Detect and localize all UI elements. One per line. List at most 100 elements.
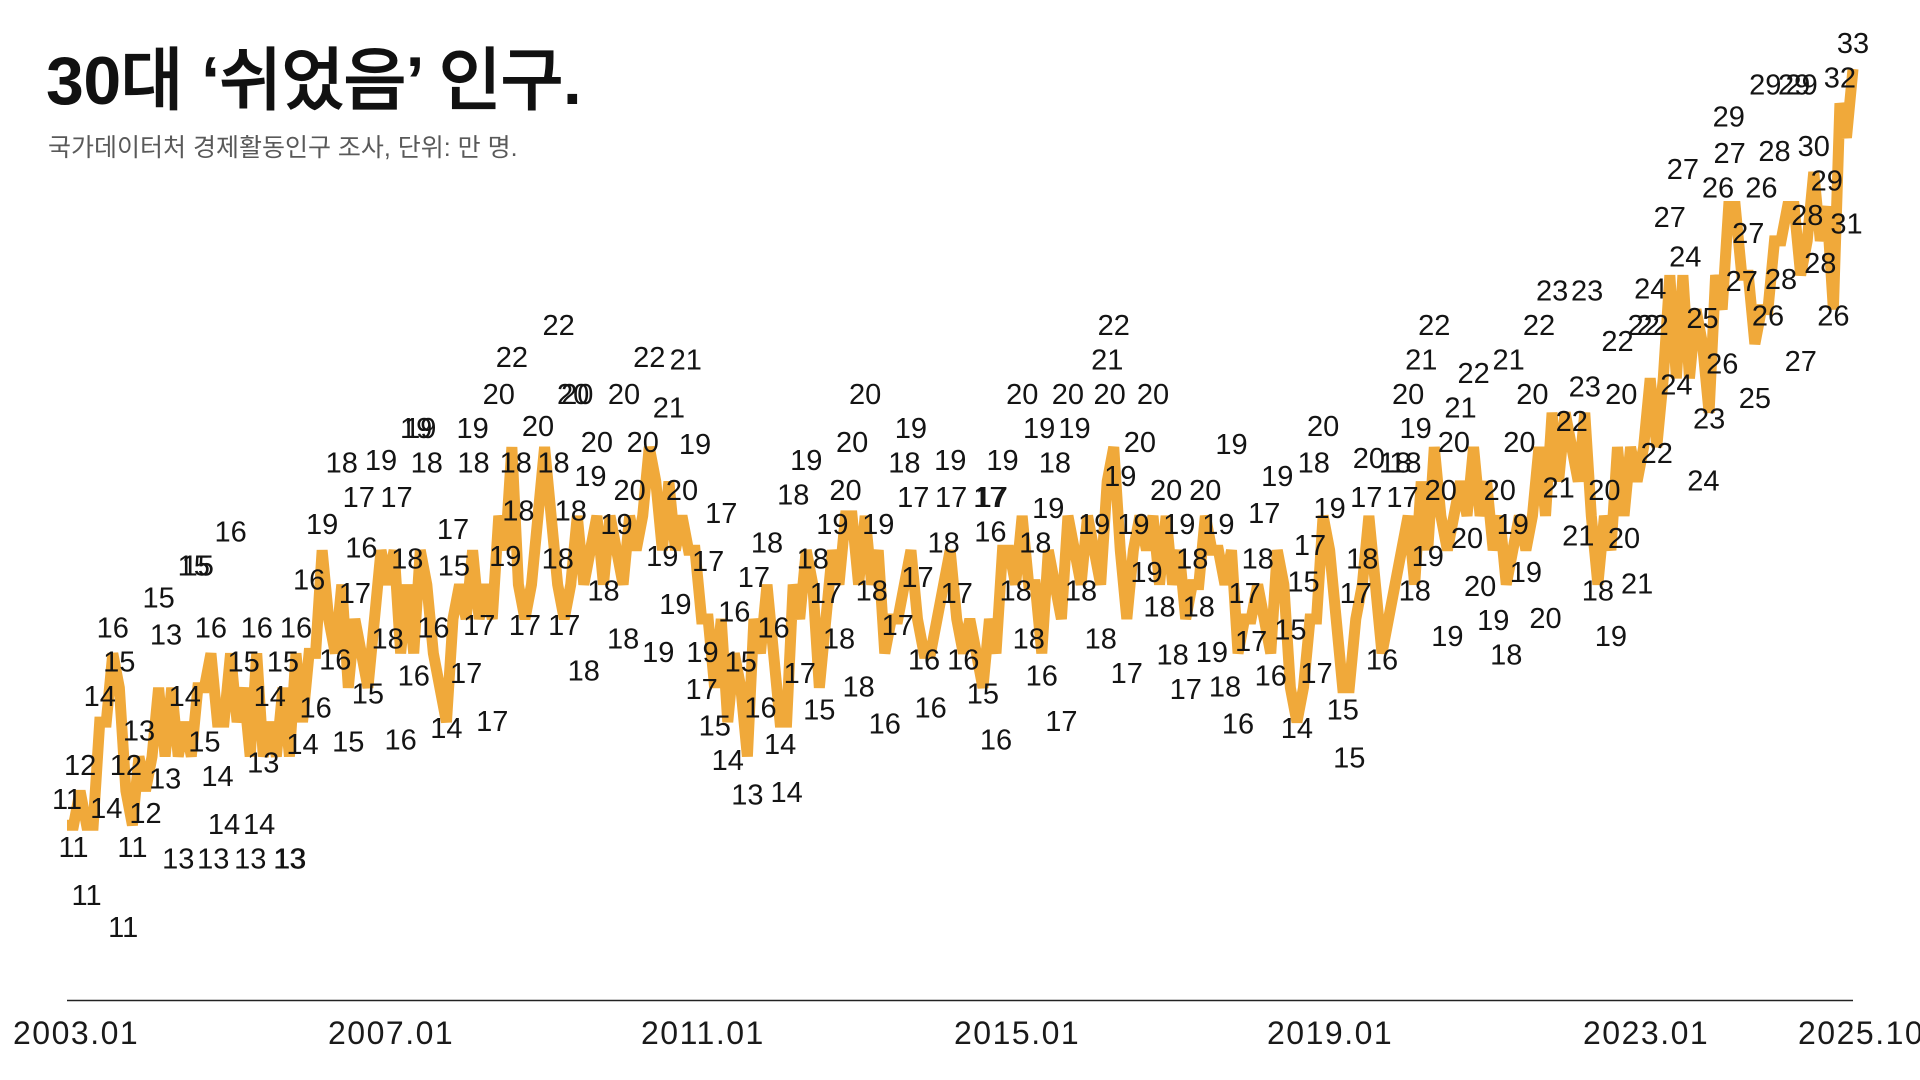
- svg-text:20: 20: [627, 427, 659, 459]
- svg-text:18: 18: [1019, 528, 1051, 560]
- svg-text:11: 11: [72, 880, 102, 912]
- svg-text:26: 26: [1817, 301, 1849, 333]
- svg-text:21: 21: [670, 345, 702, 377]
- svg-text:26: 26: [1702, 173, 1734, 205]
- svg-text:18: 18: [1242, 544, 1274, 576]
- svg-text:17: 17: [935, 482, 967, 514]
- svg-text:18: 18: [888, 448, 920, 480]
- svg-text:22: 22: [1457, 358, 1489, 390]
- svg-text:22: 22: [633, 342, 665, 374]
- svg-text:14: 14: [764, 729, 796, 761]
- svg-text:28: 28: [1758, 136, 1790, 168]
- svg-text:14: 14: [1281, 713, 1313, 745]
- svg-text:2007.01: 2007.01: [328, 1015, 454, 1051]
- svg-text:22: 22: [1641, 438, 1673, 470]
- svg-text:27: 27: [1654, 202, 1686, 234]
- svg-text:27: 27: [1732, 218, 1764, 250]
- svg-text:20: 20: [666, 475, 698, 507]
- svg-text:19: 19: [1431, 621, 1463, 653]
- svg-text:16: 16: [319, 644, 351, 676]
- svg-text:15: 15: [142, 583, 174, 615]
- svg-text:18: 18: [1176, 544, 1208, 576]
- svg-text:17: 17: [1350, 482, 1382, 514]
- svg-text:16: 16: [280, 612, 312, 644]
- svg-text:18: 18: [856, 576, 888, 608]
- svg-text:17: 17: [509, 610, 541, 642]
- svg-text:13: 13: [197, 844, 229, 876]
- svg-text:16: 16: [97, 612, 129, 644]
- svg-text:29: 29: [1749, 69, 1781, 101]
- svg-text:19: 19: [790, 445, 822, 477]
- svg-text:17: 17: [738, 562, 770, 594]
- svg-text:16: 16: [345, 532, 377, 564]
- svg-text:19: 19: [686, 637, 718, 669]
- svg-text:11: 11: [117, 832, 147, 864]
- svg-text:19: 19: [1313, 493, 1345, 525]
- svg-text:18: 18: [555, 496, 587, 528]
- svg-text:12: 12: [129, 798, 161, 830]
- svg-text:20: 20: [1006, 379, 1038, 411]
- svg-text:24: 24: [1660, 369, 1692, 401]
- svg-text:31: 31: [1830, 209, 1862, 241]
- svg-text:16: 16: [1366, 644, 1398, 676]
- svg-text:18: 18: [542, 544, 574, 576]
- svg-text:21: 21: [1492, 345, 1524, 377]
- svg-text:16: 16: [914, 692, 946, 724]
- svg-text:20: 20: [1529, 603, 1561, 635]
- svg-text:13: 13: [149, 764, 181, 796]
- svg-text:13: 13: [731, 780, 763, 812]
- svg-text:18: 18: [823, 624, 855, 656]
- svg-text:23: 23: [1571, 276, 1603, 308]
- svg-text:18: 18: [371, 624, 403, 656]
- svg-text:17: 17: [463, 610, 495, 642]
- svg-text:17: 17: [705, 498, 737, 530]
- svg-text:22: 22: [1523, 310, 1555, 342]
- svg-text:18: 18: [411, 448, 443, 480]
- svg-text:20: 20: [1189, 475, 1221, 507]
- svg-text:17: 17: [343, 482, 375, 514]
- svg-text:17: 17: [1340, 578, 1372, 610]
- svg-text:33: 33: [1837, 28, 1869, 60]
- svg-text:18: 18: [1039, 448, 1071, 480]
- svg-text:21: 21: [1542, 473, 1574, 505]
- svg-text:18: 18: [1379, 448, 1411, 480]
- svg-text:14: 14: [201, 761, 233, 793]
- svg-text:27: 27: [1667, 154, 1699, 186]
- svg-text:15: 15: [438, 551, 470, 583]
- svg-text:18: 18: [1143, 592, 1175, 624]
- svg-text:19: 19: [1104, 461, 1136, 493]
- svg-text:18: 18: [927, 528, 959, 560]
- svg-text:21: 21: [653, 393, 685, 425]
- svg-text:20: 20: [829, 475, 861, 507]
- svg-text:23: 23: [1569, 372, 1601, 404]
- svg-text:20: 20: [1608, 523, 1640, 555]
- svg-text:18: 18: [1156, 640, 1188, 672]
- svg-text:16: 16: [757, 612, 789, 644]
- svg-text:18: 18: [1582, 576, 1614, 608]
- svg-text:15: 15: [182, 551, 214, 583]
- svg-text:18: 18: [457, 448, 489, 480]
- svg-text:24: 24: [1634, 273, 1666, 305]
- svg-text:16: 16: [1222, 708, 1254, 740]
- svg-text:17: 17: [784, 658, 816, 690]
- svg-text:16: 16: [299, 692, 331, 724]
- svg-text:20: 20: [483, 379, 515, 411]
- svg-text:17: 17: [548, 610, 580, 642]
- svg-text:20: 20: [522, 411, 554, 443]
- svg-text:19: 19: [365, 445, 397, 477]
- svg-text:18: 18: [1298, 448, 1330, 480]
- svg-text:18: 18: [842, 672, 874, 704]
- svg-text:29: 29: [1811, 165, 1843, 197]
- svg-text:16: 16: [214, 516, 246, 548]
- svg-text:17: 17: [1386, 482, 1418, 514]
- svg-text:26: 26: [1706, 349, 1738, 381]
- svg-text:19: 19: [1058, 413, 1090, 445]
- svg-text:20: 20: [1150, 475, 1182, 507]
- svg-text:20: 20: [1093, 379, 1125, 411]
- svg-text:18: 18: [1013, 624, 1045, 656]
- svg-text:17: 17: [1170, 674, 1202, 706]
- svg-text:19: 19: [679, 429, 711, 461]
- svg-text:20: 20: [1605, 379, 1637, 411]
- svg-text:25: 25: [1739, 383, 1771, 415]
- svg-text:16: 16: [980, 724, 1012, 756]
